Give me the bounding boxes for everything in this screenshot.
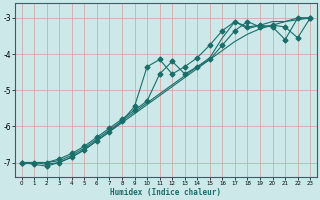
X-axis label: Humidex (Indice chaleur): Humidex (Indice chaleur) [110,188,221,197]
